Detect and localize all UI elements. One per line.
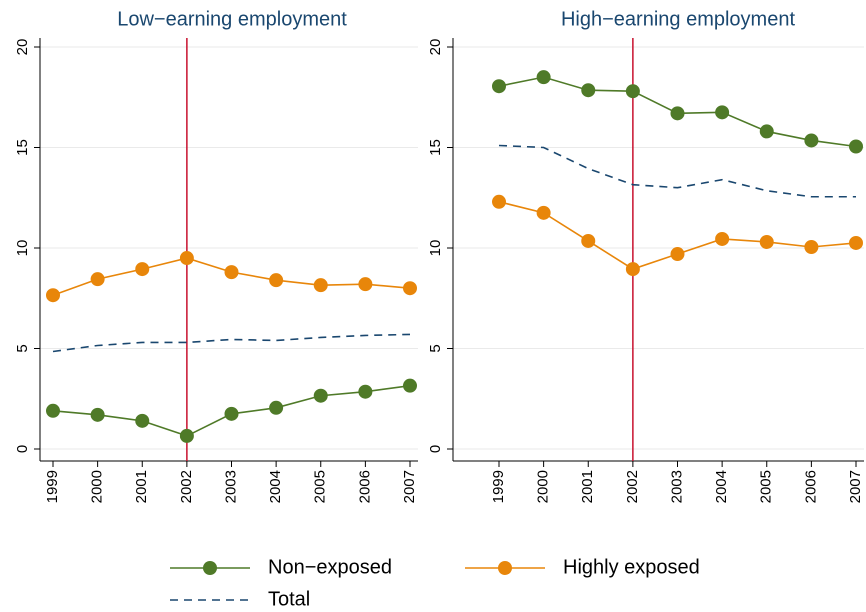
point <box>581 233 596 248</box>
x-tick-label: 2000 <box>535 470 552 503</box>
y-tick-label: 20 <box>14 39 31 56</box>
x-tick-label: 1999 <box>44 470 61 503</box>
point <box>313 278 328 293</box>
legend-marker <box>498 561 512 575</box>
y-tick-label: 5 <box>427 344 444 352</box>
x-tick-label: 2004 <box>713 470 730 503</box>
series-line <box>498 144 856 198</box>
chart-title: Low−earning employment <box>117 8 347 30</box>
legend-label: Non−exposed <box>268 556 392 578</box>
x-tick-label: 2007 <box>401 470 418 503</box>
legend-label: Highly exposed <box>563 556 700 578</box>
point <box>670 106 685 121</box>
point <box>625 84 640 99</box>
x-tick-label: 2007 <box>847 470 864 503</box>
point <box>492 194 506 209</box>
point <box>46 288 60 303</box>
x-tick-label: 2005 <box>312 470 329 503</box>
y-tick-label: 15 <box>14 139 31 156</box>
series-line <box>52 333 411 353</box>
x-tick-label: 2003 <box>222 470 239 503</box>
y-tick-label: 20 <box>427 39 444 56</box>
point <box>135 413 150 428</box>
point <box>358 384 373 399</box>
point <box>90 272 105 287</box>
point <box>224 406 239 421</box>
x-tick-label: 2001 <box>579 470 596 503</box>
y-tick-label: 0 <box>427 445 444 453</box>
point <box>804 133 819 148</box>
x-tick-label: 2003 <box>668 470 685 503</box>
x-tick-label: 2000 <box>89 470 106 503</box>
point <box>581 83 596 98</box>
point <box>179 428 194 443</box>
x-tick-label: 2001 <box>133 470 150 503</box>
point <box>358 277 373 292</box>
chart-title: High−earning employment <box>561 8 795 30</box>
point <box>90 407 105 422</box>
point <box>849 235 863 250</box>
point <box>625 262 640 277</box>
point <box>670 247 685 262</box>
y-tick-label: 10 <box>14 240 31 257</box>
y-tick-label: 5 <box>14 344 31 352</box>
x-tick-label: 1999 <box>490 470 507 503</box>
x-tick-label: 2004 <box>267 470 284 503</box>
point <box>224 265 239 280</box>
point <box>135 262 150 277</box>
point <box>536 205 551 220</box>
y-tick-label: 0 <box>14 445 31 453</box>
point <box>492 79 506 94</box>
point <box>179 251 194 266</box>
x-tick-label: 2005 <box>758 470 775 503</box>
point <box>715 231 730 246</box>
point <box>269 273 284 288</box>
point <box>269 400 284 415</box>
legend-label: Total <box>268 588 310 610</box>
point <box>759 234 774 249</box>
legend-marker <box>203 561 217 575</box>
point <box>313 388 328 403</box>
y-tick-label: 15 <box>427 139 444 156</box>
x-tick-label: 2002 <box>624 470 641 503</box>
point <box>849 139 863 154</box>
point <box>536 70 551 85</box>
point <box>46 403 60 418</box>
y-tick-label: 10 <box>427 240 444 257</box>
x-tick-label: 2006 <box>802 470 819 503</box>
x-tick-label: 2006 <box>356 470 373 503</box>
point <box>403 281 417 296</box>
point <box>759 124 774 139</box>
point <box>403 378 417 393</box>
x-tick-label: 2002 <box>178 470 195 503</box>
point <box>804 239 819 254</box>
point <box>715 105 730 120</box>
